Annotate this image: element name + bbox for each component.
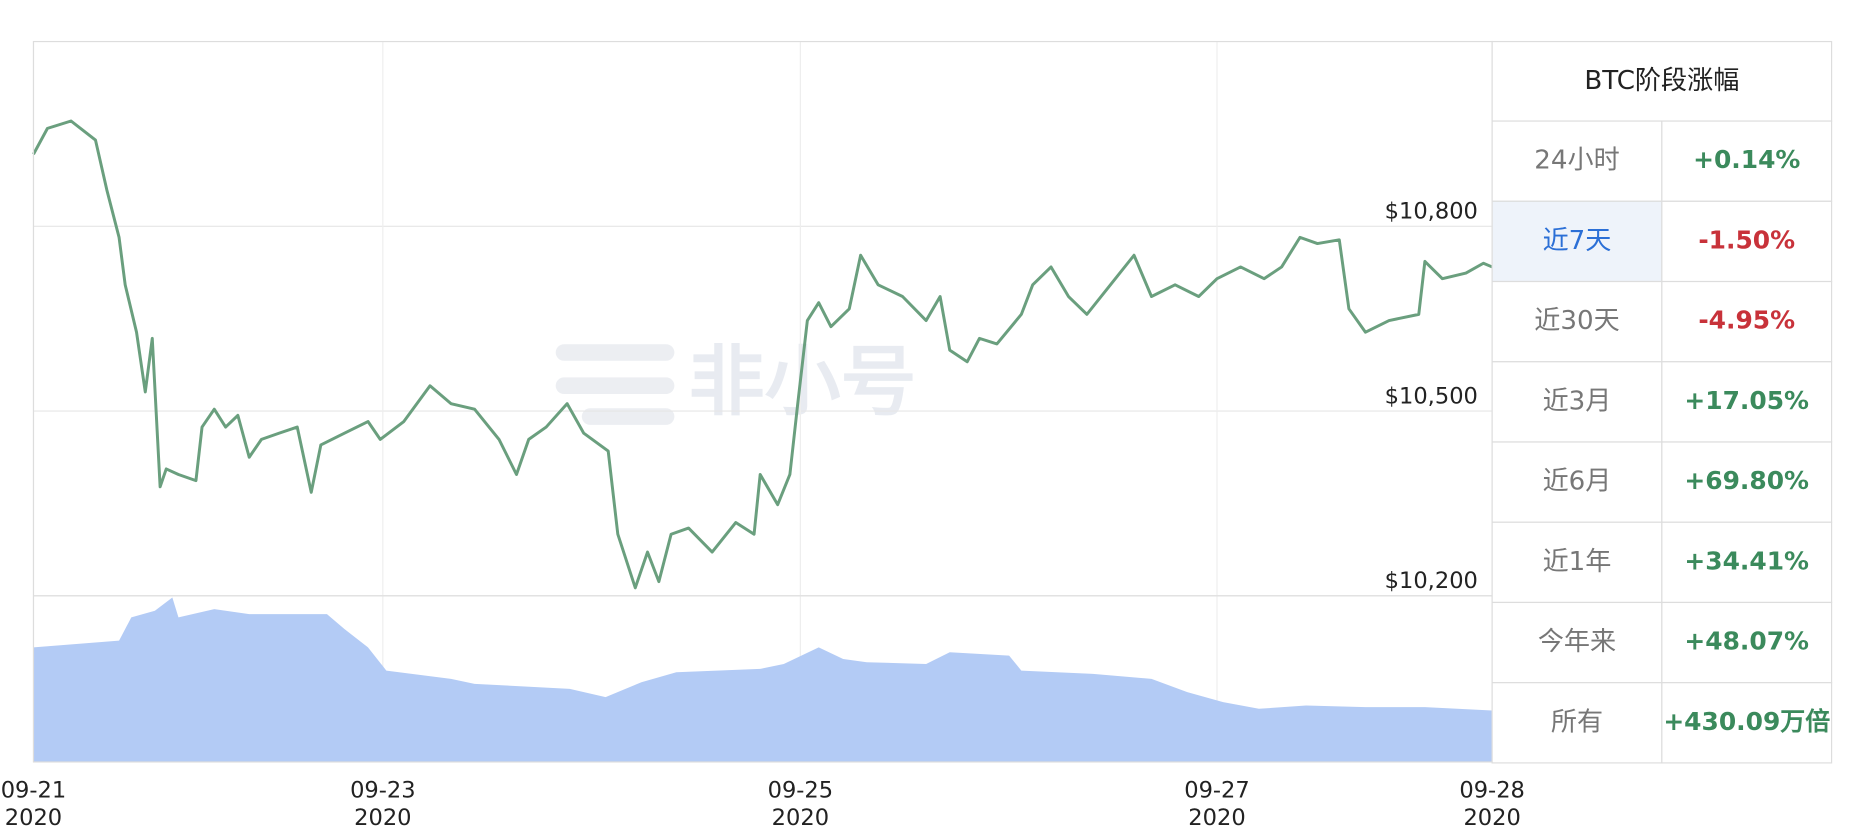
row-value-cell [1661, 682, 1833, 764]
table-header [1491, 40, 1833, 122]
row-value: -4.95% [1698, 306, 1795, 335]
table-title: BTC阶段涨幅 [1584, 66, 1739, 96]
row-label-cell [1491, 601, 1663, 684]
volume-area [33, 597, 1493, 762]
row-value: +430.09万倍 [1663, 707, 1830, 736]
row-label: 近1年 [1543, 547, 1612, 577]
row-label: 近7天 [1543, 226, 1612, 256]
x-tick-label: 09-21 2020 [1, 777, 67, 830]
y-tick-label: $10,200 [1385, 568, 1478, 594]
row-label: 今年来 [1538, 627, 1616, 657]
row-label-cell [1491, 441, 1663, 523]
x-tick-label: 09-27 2020 [1184, 777, 1250, 830]
row-value: +48.07% [1684, 627, 1809, 656]
row-value: +69.80% [1684, 466, 1809, 495]
row-label-cell [1491, 280, 1663, 363]
y-tick-label: $10,800 [1385, 199, 1478, 225]
watermark-logo [555, 344, 675, 425]
row-value-cell [1661, 120, 1833, 202]
row-value: +17.05% [1684, 386, 1809, 415]
row-label-cell [1491, 200, 1663, 283]
x-tick-label: 09-28 2020 [1459, 777, 1525, 830]
row-label: 近6月 [1543, 467, 1612, 497]
row-label: 所有 [1551, 707, 1603, 737]
row-value-cell [1661, 521, 1833, 604]
row-value-cell [1661, 280, 1833, 363]
price-line [32, 119, 1493, 590]
row-value: +0.14% [1693, 145, 1800, 174]
x-tick-label: 09-23 2020 [350, 777, 416, 830]
y-tick-label: $10,500 [1385, 383, 1478, 409]
row-value-cell [1661, 601, 1833, 684]
row-value-cell [1661, 441, 1833, 523]
row-label-cell [1491, 361, 1663, 443]
row-value: +34.41% [1684, 546, 1809, 575]
x-tick-label: 09-25 2020 [768, 777, 834, 830]
row-label: 近30天 [1534, 306, 1619, 336]
row-label: 24小时 [1534, 146, 1619, 176]
row-value: -1.50% [1698, 225, 1795, 254]
row-label-cell [1491, 120, 1663, 202]
row-value-cell [1661, 361, 1833, 443]
row-label: 近3月 [1543, 386, 1612, 416]
